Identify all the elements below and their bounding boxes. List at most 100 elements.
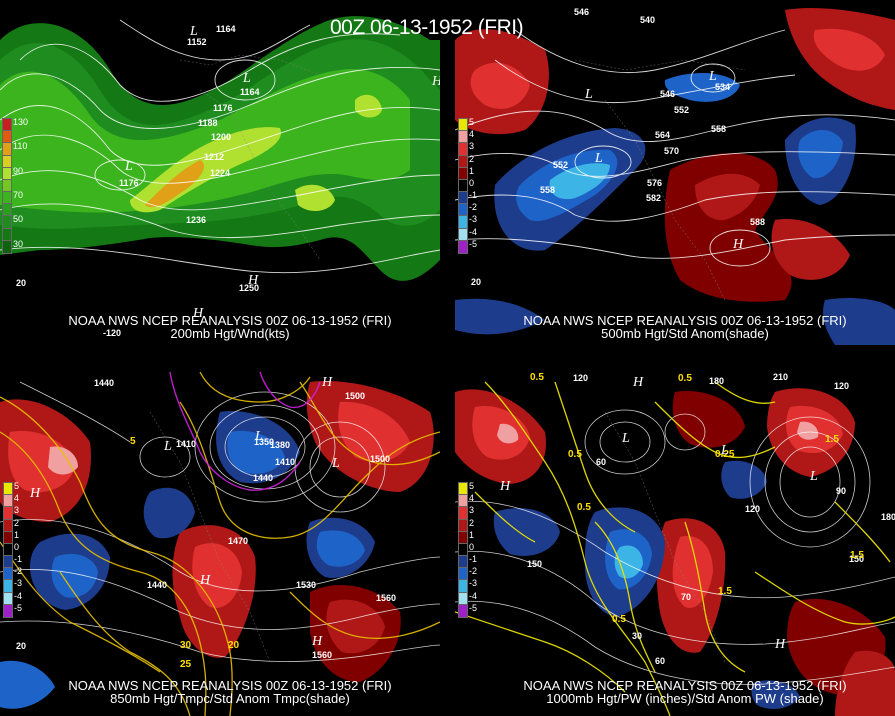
svg-text:H: H [321,375,333,390]
svg-text:L: L [163,439,172,454]
svg-text:558: 558 [540,185,555,195]
colorbar-label: 90 [13,165,24,176]
svg-text:588: 588 [750,217,765,227]
svg-text:582: 582 [646,193,661,203]
colorbar-label: 1 [469,165,475,176]
svg-text:20: 20 [228,640,240,651]
svg-text:1350: 1350 [254,437,274,447]
svg-text:0.5: 0.5 [577,502,591,513]
svg-text:H: H [499,479,511,494]
svg-text:L: L [331,456,340,471]
svg-text:1200: 1200 [211,132,231,142]
svg-text:0.5: 0.5 [612,614,626,625]
svg-text:1440: 1440 [253,473,273,483]
svg-text:1224: 1224 [210,168,230,178]
svg-text:0.5: 0.5 [530,372,544,383]
panel-850mb-map: 1440 1500 1410 1350 1380 1410 1440 1500 … [0,372,440,716]
colorbar-label: 110 [13,141,28,152]
colorbar-label: -4 [469,590,478,601]
svg-text:1470: 1470 [228,536,248,546]
svg-text:1236: 1236 [186,215,206,225]
map-1000mb: 0.5 0.5 120 180 210 120 60 1.5 0.5 150 1… [455,372,895,716]
panel-200mb-map: 1164 1176 1188 1200 1212 1224 1236 1176 … [0,0,440,345]
svg-text:5: 5 [130,436,136,447]
svg-text:1410: 1410 [275,457,295,467]
colorbar-label: -4 [469,226,478,237]
svg-text:H: H [29,486,41,501]
svg-text:H: H [632,375,644,390]
colorbar-label: -3 [14,578,23,589]
colorbar-cell [458,603,468,618]
svg-text:210: 210 [773,372,788,382]
colorbar-label: -2 [469,202,478,213]
caption-850mb: NOAA NWS NCEP REANALYSIS 00Z 06-13-1952 … [68,678,392,706]
svg-text:1410: 1410 [176,439,196,449]
svg-text:H: H [247,273,259,288]
svg-text:H: H [431,74,440,89]
colorbar-label: 70 [13,190,24,201]
svg-text:L: L [254,429,263,444]
svg-text:180: 180 [881,512,895,522]
svg-text:1.5: 1.5 [850,550,864,561]
colorbar-label: 2 [14,517,20,528]
svg-text:1500: 1500 [345,391,365,401]
caption-500mb: NOAA NWS NCEP REANALYSIS 00Z 06-13-1952 … [523,313,847,341]
colorbar-label: -2 [14,566,23,577]
svg-text:1440: 1440 [147,580,167,590]
svg-text:1560: 1560 [376,593,396,603]
svg-text:558: 558 [711,124,726,134]
svg-text:0.5: 0.5 [678,373,692,384]
svg-text:1152: 1152 [187,37,207,47]
panel-1000mb-map: 0.5 0.5 120 180 210 120 60 1.5 0.5 150 1… [455,372,895,716]
svg-text:1560: 1560 [312,650,332,660]
colorbar-cell [458,239,468,254]
svg-text:546: 546 [574,7,589,17]
colorbar-label: 5 [469,481,475,491]
svg-text:1440: 1440 [94,378,114,388]
map-850mb: 1440 1500 1410 1350 1380 1410 1440 1500 … [0,372,440,716]
svg-text:H: H [311,634,323,649]
map-500mb: 546 540 534 552 558 564 570 576 582 588 … [455,0,895,345]
svg-text:60: 60 [596,457,606,467]
svg-text:L: L [621,431,630,446]
colorbar-label: 3 [469,505,475,516]
svg-text:H: H [732,237,744,252]
colorbar-label: 3 [469,141,475,152]
svg-text:1500: 1500 [370,454,390,464]
colorbar-label: 1 [14,529,20,540]
svg-text:534: 534 [715,82,730,92]
colorbar-label: -3 [469,578,478,589]
colorbar-label: -3 [469,214,478,225]
colorbar-label: 5 [14,481,20,491]
jet-inner [0,69,410,213]
svg-text:1212: 1212 [204,152,224,162]
panel-500mb-map: 546 540 534 552 558 564 570 576 582 588 … [455,0,895,345]
svg-text:H: H [774,637,786,652]
svg-text:120: 120 [573,373,588,383]
svg-text:20: 20 [16,278,26,288]
main-title: 00Z 06-13-1952 (FRI) [330,16,524,39]
svg-text:150: 150 [527,559,542,569]
svg-text:1.5: 1.5 [825,434,839,445]
svg-text:30: 30 [632,631,642,641]
svg-text:1176: 1176 [119,178,139,188]
svg-text:1.5: 1.5 [718,586,732,597]
svg-text:1164: 1164 [216,24,236,34]
svg-text:564: 564 [655,130,670,140]
svg-text:20: 20 [471,277,481,287]
svg-text:L: L [809,469,818,484]
svg-text:576: 576 [647,178,662,188]
colorbar-label: 2 [469,153,475,164]
colorbar-label: 1 [469,529,475,540]
svg-text:1176: 1176 [213,103,233,113]
svg-text:120: 120 [834,381,849,391]
caption-1000mb: NOAA NWS NCEP REANALYSIS 00Z 06-13-1952 … [523,678,847,706]
svg-text:H: H [192,306,204,321]
colorbar-label: 4 [469,493,475,504]
svg-text:L: L [124,159,133,174]
colorbar-1000mb: 5 4 3 2 1 0 -1 -2 -3 -4 -5 [458,481,477,618]
colorbar-cell [3,603,13,618]
colorbar-label: -5 [14,602,23,613]
svg-text:60: 60 [655,656,665,666]
svg-text:180: 180 [709,376,724,386]
